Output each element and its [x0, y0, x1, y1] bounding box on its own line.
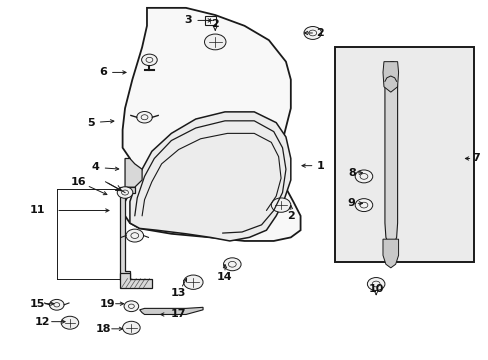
Text: 4: 4 — [92, 162, 100, 172]
Polygon shape — [140, 307, 203, 315]
Polygon shape — [384, 62, 397, 252]
Text: 2: 2 — [316, 28, 323, 38]
Text: 14: 14 — [217, 272, 232, 282]
Text: 3: 3 — [184, 15, 192, 26]
Circle shape — [183, 275, 203, 289]
Polygon shape — [382, 62, 398, 92]
Circle shape — [61, 316, 79, 329]
Text: 19: 19 — [100, 299, 116, 309]
Text: 9: 9 — [347, 198, 355, 208]
Circle shape — [124, 301, 139, 312]
Polygon shape — [125, 158, 142, 187]
Text: 12: 12 — [34, 317, 50, 327]
Circle shape — [137, 112, 152, 123]
Text: 15: 15 — [29, 299, 45, 309]
Polygon shape — [130, 112, 290, 241]
Polygon shape — [382, 239, 398, 268]
Circle shape — [49, 300, 64, 310]
Text: 7: 7 — [471, 153, 479, 163]
Polygon shape — [122, 8, 300, 241]
Text: 11: 11 — [29, 206, 45, 216]
Text: 5: 5 — [87, 118, 95, 128]
Text: 16: 16 — [71, 177, 86, 187]
Polygon shape — [120, 273, 152, 288]
Text: 18: 18 — [95, 324, 111, 334]
Circle shape — [117, 187, 133, 198]
Text: 13: 13 — [171, 288, 186, 298]
FancyBboxPatch shape — [334, 47, 473, 262]
Circle shape — [204, 34, 225, 50]
Circle shape — [271, 198, 290, 212]
Text: 8: 8 — [347, 168, 355, 178]
Circle shape — [142, 54, 157, 66]
Bar — [204, 16, 216, 25]
Circle shape — [354, 170, 372, 183]
Circle shape — [366, 278, 384, 291]
Text: 17: 17 — [171, 310, 186, 319]
Circle shape — [304, 27, 321, 40]
Polygon shape — [120, 187, 135, 280]
Circle shape — [354, 199, 372, 212]
Text: 2: 2 — [286, 211, 294, 221]
Circle shape — [223, 258, 241, 271]
Text: 10: 10 — [368, 284, 383, 294]
Text: 6: 6 — [99, 67, 107, 77]
Text: 2: 2 — [211, 19, 219, 29]
Circle shape — [126, 229, 143, 242]
Text: 1: 1 — [316, 161, 323, 171]
Circle shape — [122, 321, 140, 334]
